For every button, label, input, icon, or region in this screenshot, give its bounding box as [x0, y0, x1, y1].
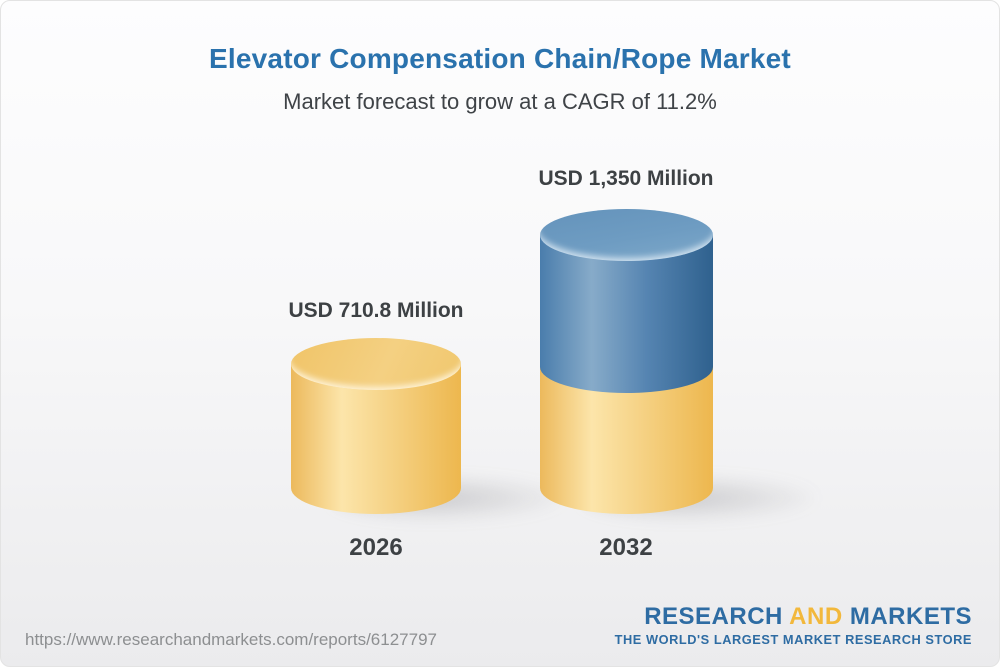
bar-2026-category-label: 2026 — [349, 534, 403, 561]
logo-tagline: THE WORLD'S LARGEST MARKET RESEARCH STOR… — [614, 632, 972, 647]
logo-wordmark: RESEARCH AND MARKETS — [615, 605, 972, 629]
bar-2032-value-label: USD 1,350 Million — [538, 167, 714, 190]
bar-2026-cylinder-top-face — [291, 338, 461, 390]
report-url-link[interactable]: https://www.researchandmarkets.com/repor… — [25, 630, 437, 649]
logo-word-research: RESEARCH — [644, 603, 783, 630]
logo-word-markets: MARKETS — [849, 603, 972, 630]
bar-2032-cylinder-top-face — [540, 209, 713, 261]
bar-2032-blue-growth-segment — [540, 235, 713, 393]
page-title: Elevator Compensation Chain/Rope Market — [209, 43, 791, 74]
bar-2032-category-label: 2032 — [599, 534, 653, 561]
research-and-markets-logo: RESEARCH AND MARKETS THE WORLD'S LARGEST… — [615, 605, 972, 647]
logo-word-and: AND — [789, 603, 843, 630]
page-subtitle: Market forecast to grow at a CAGR of 11.… — [283, 89, 717, 114]
bar-2026-value-label: USD 710.8 Million — [288, 299, 464, 322]
